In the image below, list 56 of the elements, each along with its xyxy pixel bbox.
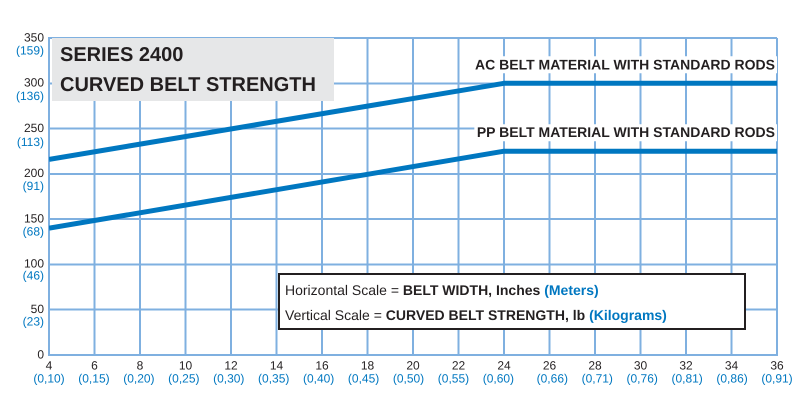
x-tick-label: 4 (46, 358, 53, 372)
chart-title: SERIES 2400 (60, 43, 184, 68)
y2-tick-label: (68) (22, 224, 44, 239)
y-tick-label: 200 (24, 166, 44, 180)
x2-tick-label: (0,20) (123, 371, 155, 386)
x-tick-label: 32 (679, 358, 693, 372)
x-tick-label: 12 (224, 358, 238, 372)
x-tick-label: 18 (360, 358, 374, 372)
y-tick-label: 100 (24, 256, 44, 271)
series-label: AC BELT MATERIAL WITH STANDARD RODS (475, 56, 775, 72)
x2-tick-label: (0,35) (258, 371, 290, 386)
x2-tick-label: (0,91) (761, 371, 793, 386)
y2-tick-label: (136) (16, 89, 44, 104)
x-tick-label: 10 (178, 358, 192, 372)
x2-tick-label: (0,30) (213, 371, 244, 386)
x-tick-label: 8 (136, 358, 144, 372)
x2-tick-label: (0,25) (168, 371, 200, 386)
x2-tick-label: (0,15) (78, 371, 110, 386)
series-label: PP BELT MATERIAL WITH STANDARD RODS (476, 124, 775, 140)
x-tick-label: 16 (315, 358, 329, 372)
x-tick-label: 20 (406, 358, 420, 372)
y-tick-label: 250 (24, 120, 44, 135)
y-tick-label: 350 (24, 30, 44, 44)
x-tick-label: 24 (497, 358, 511, 372)
y2-tick-label: (91) (22, 178, 44, 193)
x2-tick-label: (0,45) (348, 371, 380, 386)
x-tick-label: 28 (588, 358, 602, 372)
x2-tick-label: (0,50) (392, 371, 424, 386)
x2-tick-label: (0,71) (582, 371, 613, 386)
x-axis-title: Horizontal Scale = BELT WIDTH, Inches (Meters) (285, 281, 600, 300)
y-tick-label: 300 (24, 76, 44, 90)
y-tick-label: 0 (37, 347, 44, 362)
x2-tick-label: (0,55) (438, 371, 470, 386)
y2-tick-label: (46) (22, 268, 44, 283)
y2-tick-label: (23) (22, 314, 44, 328)
x-tick-label: 14 (270, 358, 284, 372)
y-axis-title: Vertical Scale = CURVED BELT STRENGTH, lb (Kilograms) (285, 306, 668, 325)
x2-tick-label: (0,60) (482, 371, 514, 386)
x2-tick-label: (0,66) (536, 371, 568, 386)
title-box: SERIES 2400 CURVED BELT STRENGTH (52, 38, 334, 101)
x2-tick-label: (0,76) (626, 371, 658, 386)
y2-tick-label: (159) (16, 43, 44, 58)
x-tick-label: 36 (770, 358, 784, 372)
x2-tick-label: (0,10) (33, 371, 65, 386)
x-tick-label: 22 (452, 358, 466, 372)
x-tick-label: 30 (634, 358, 648, 372)
x-tick-label: 6 (91, 358, 98, 372)
note-box: Horizontal Scale = BELT WIDTH, Inches (Meters) Vertical Scale = CURVED BELT STRENGTH, lb (Kilograms) (278, 273, 746, 330)
y-tick-label: 150 (24, 211, 44, 226)
x-tick-label: 34 (724, 358, 738, 372)
y-tick-label: 50 (30, 302, 44, 316)
x2-tick-label: (0,81) (671, 371, 703, 386)
x2-tick-label: (0,86) (716, 371, 748, 386)
y2-tick-label: (113) (16, 135, 44, 150)
x-tick-label: 26 (542, 358, 556, 372)
x2-tick-label: (0,40) (302, 371, 334, 386)
